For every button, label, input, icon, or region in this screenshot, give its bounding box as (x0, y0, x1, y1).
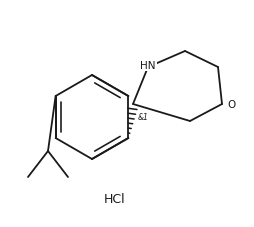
Text: &1: &1 (137, 113, 148, 121)
Text: O: O (227, 100, 235, 109)
Text: HN: HN (140, 61, 155, 71)
Text: HCl: HCl (104, 193, 125, 206)
